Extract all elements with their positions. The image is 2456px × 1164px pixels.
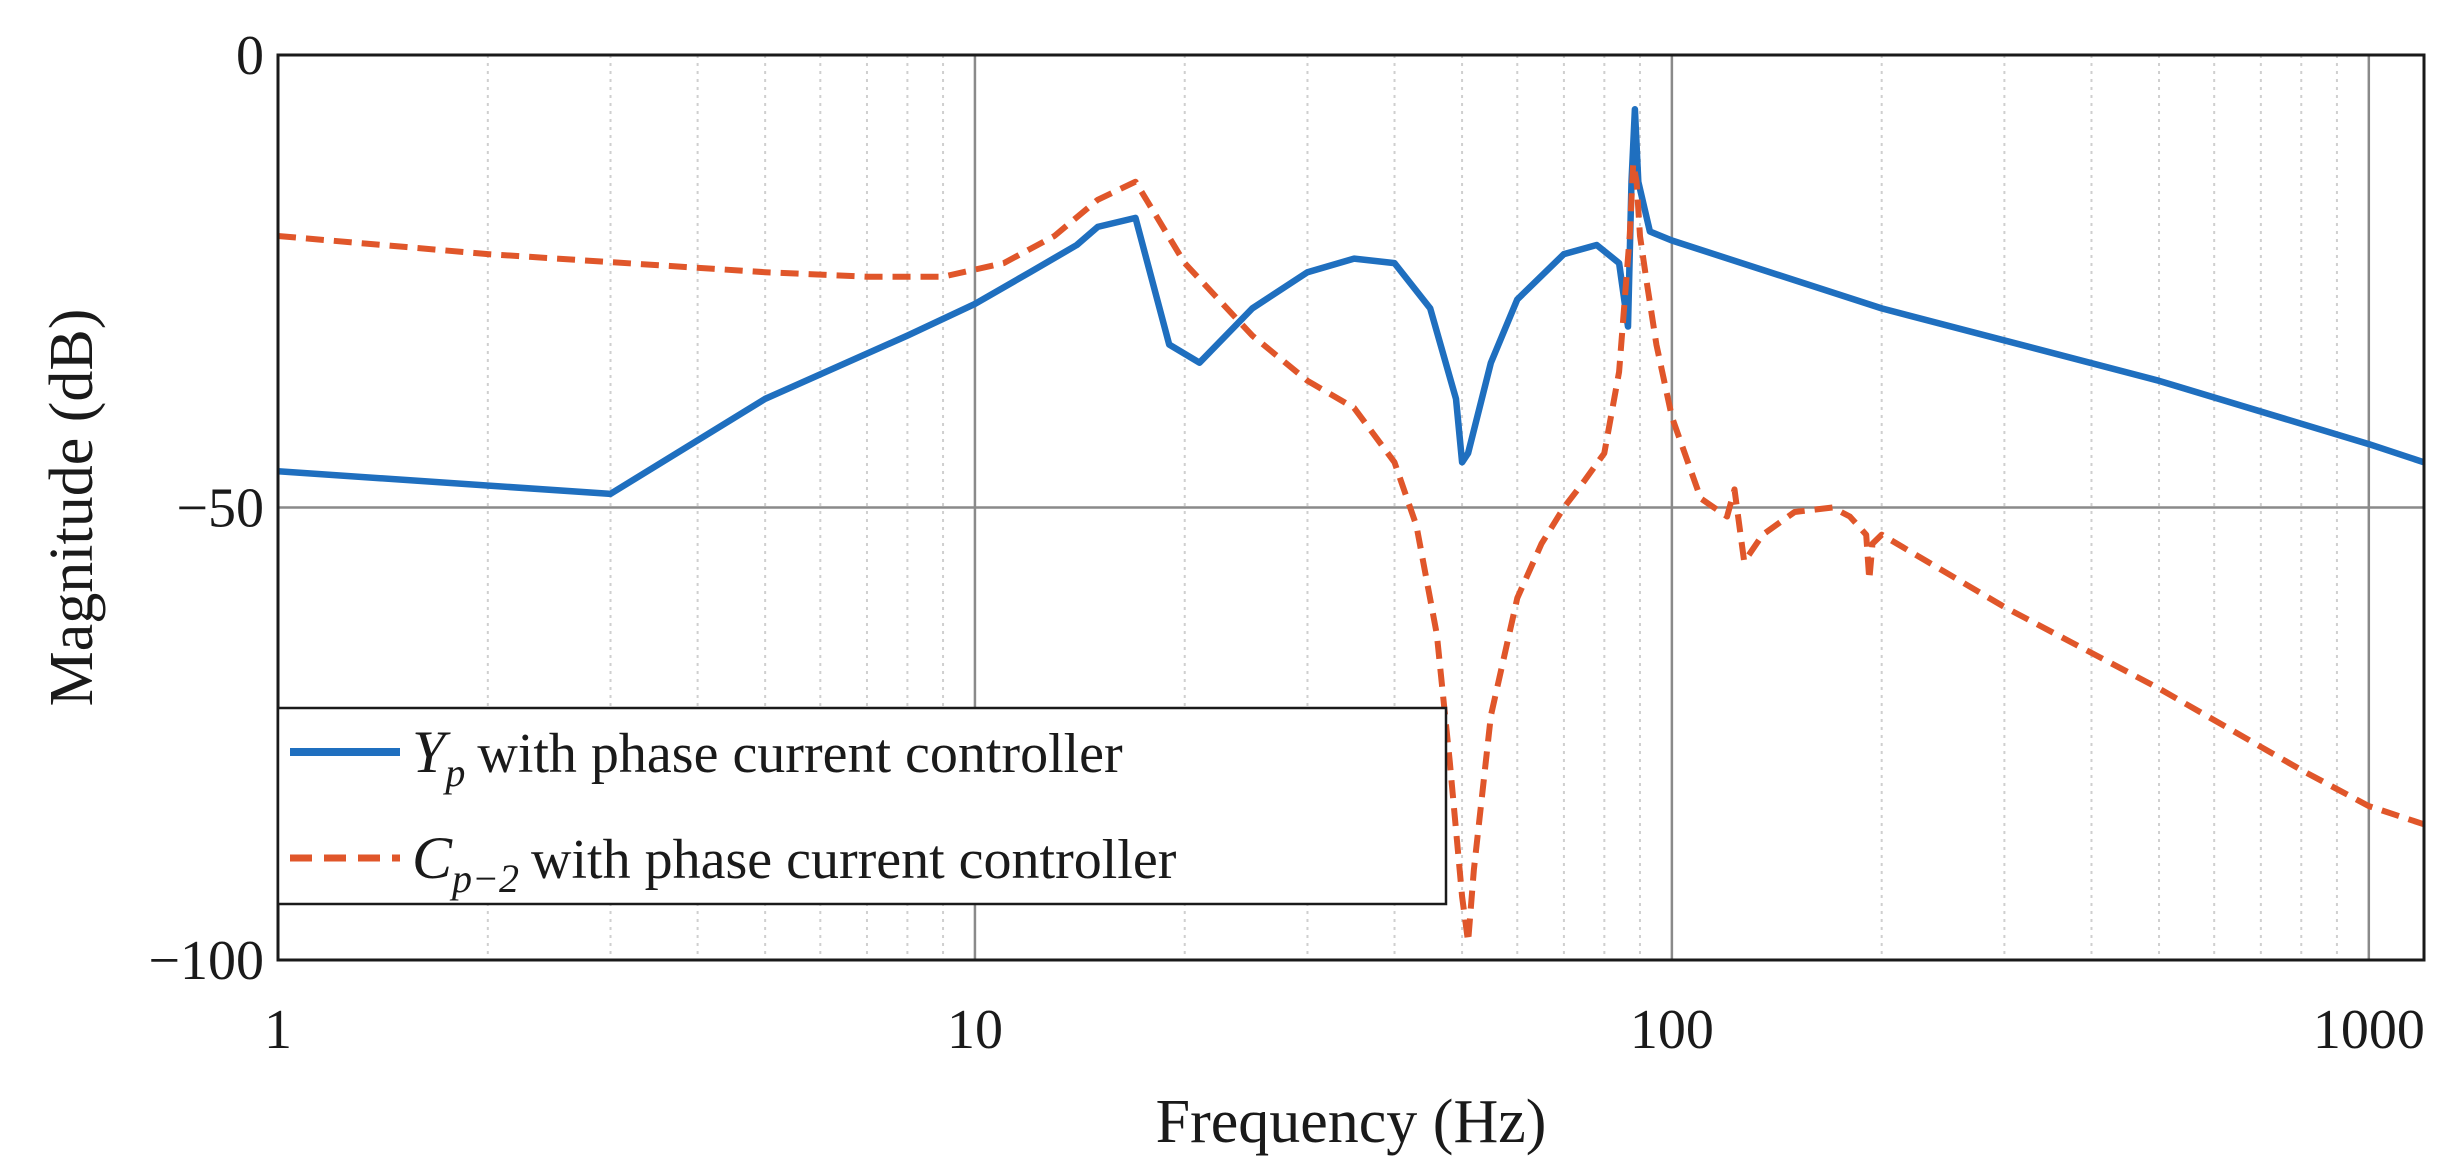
x-tick-label: 1000 [2313,999,2425,1061]
y-tick-label: 0 [236,25,264,87]
legend-label-cp2: Cp−2 with phase current controller [412,825,1177,901]
y-tick-label: −100 [148,930,264,992]
legend-text-yp: with phase current controller [477,723,1123,785]
x-axis-title: Frequency (Hz) [1156,1088,1547,1156]
legend-symbol-cp2: C [412,825,453,891]
series-line-cp2 [277,160,2425,945]
legend: Yp with phase current controller Cp−2 with… [276,706,1448,906]
tick-labels: 1 10 100 1000 0 −50 −100 [148,25,2424,1061]
legend-subscript-cp2: p−2 [449,856,519,901]
series-layer [277,106,2426,945]
y-tick-label: −50 [176,478,264,540]
series-line-yp [277,106,2426,498]
legend-symbol-yp: Y [412,719,451,785]
plot-frame [276,53,2426,962]
y-axis-title: Magnitude (dB) [38,309,106,707]
legend-label-yp: Yp with phase current controller [412,719,1123,795]
x-tick-label: 10 [947,999,1003,1061]
legend-text-cp2: with phase current controller [531,829,1177,891]
legend-box [276,706,1448,906]
x-tick-label: 1 [264,999,292,1061]
x-tick-label: 100 [1630,999,1714,1061]
legend-subscript-yp: p [442,750,465,795]
